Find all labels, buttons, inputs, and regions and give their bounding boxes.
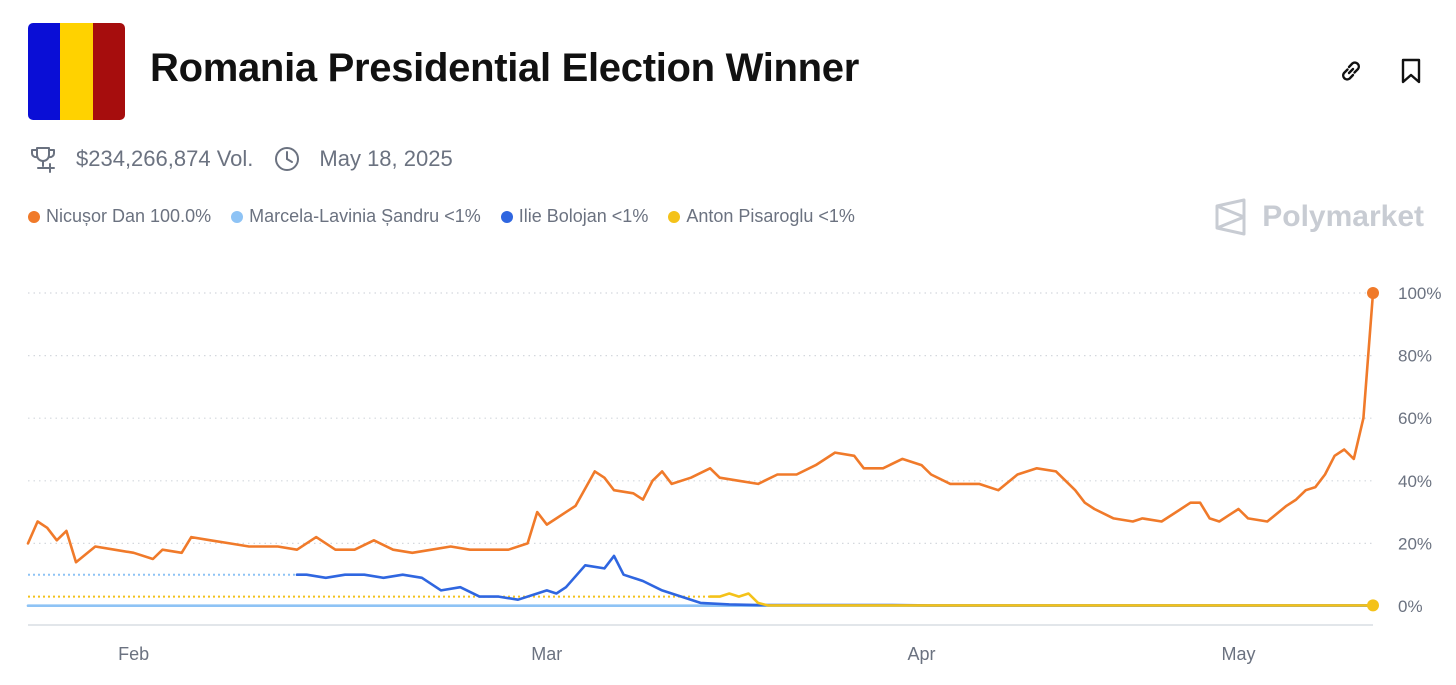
series-line-nicușor <box>26 291 1375 564</box>
x-tick-label: Apr <box>907 644 935 664</box>
series-lines <box>26 291 1375 607</box>
end-marker-anton <box>1367 599 1379 612</box>
brand-name: Polymarket <box>1262 200 1424 233</box>
legend-label: Nicușor Dan 100.0% <box>46 206 212 226</box>
legend-item: Anton Pisaroglu <1% <box>668 206 855 227</box>
volume-text: $234,266,874 Vol. <box>76 146 254 171</box>
legend-item: Marcela-Lavinia Șandru <1% <box>231 206 481 227</box>
date-meta: May 18, 2025 <box>273 145 453 173</box>
end-marker-nicușor <box>1367 287 1379 299</box>
end-markers <box>1367 287 1379 612</box>
y-tick-label: 0% <box>1398 597 1423 616</box>
page-title: Romania Presidential Election Winner <box>150 46 860 90</box>
flag-stripe-red <box>92 23 125 120</box>
x-tick-label: Feb <box>118 644 149 664</box>
legend-label: Marcela-Lavinia Șandru <1% <box>249 206 481 226</box>
end-date-text: May 18, 2025 <box>319 146 453 171</box>
legend-item: Nicușor Dan 100.0% <box>28 206 211 227</box>
x-tick-label: May <box>1221 644 1255 664</box>
legend-label: Ilie Bolojan <1% <box>518 206 649 226</box>
series-line-ilie <box>295 554 1375 607</box>
y-tick-label: 100% <box>1398 284 1441 303</box>
x-tick-label: Mar <box>531 644 562 664</box>
bookmark-icon[interactable] <box>1396 56 1426 86</box>
polymarket-logo-icon <box>1214 198 1262 236</box>
y-tick-label: 40% <box>1398 472 1432 491</box>
romania-flag-icon <box>28 23 125 120</box>
x-axis-ticks: Feb Mar Apr May <box>118 644 1255 664</box>
y-tick-label: 80% <box>1398 347 1432 366</box>
volume-meta: $234,266,874 Vol. <box>28 144 253 174</box>
clock-icon <box>273 145 319 173</box>
y-tick-label: 20% <box>1398 534 1432 553</box>
legend-item: Ilie Bolojan <1% <box>500 206 649 227</box>
legend-dot <box>231 210 244 223</box>
header-actions <box>1336 56 1426 86</box>
y-axis-ticks: 0% 20% 40% 60% 80% 100% <box>1398 284 1441 616</box>
chart-grid <box>28 292 1373 545</box>
legend-dot <box>28 210 40 223</box>
link-icon[interactable] <box>1336 56 1366 86</box>
baseline-segments <box>28 573 768 607</box>
market-meta: $234,266,874 Vol. May 18, 2025 <box>28 144 453 174</box>
trophy-icon <box>28 144 76 174</box>
series-line-anton <box>708 592 1375 607</box>
legend-dot <box>500 210 513 223</box>
legend-dot <box>668 210 681 223</box>
flag-stripe-yellow <box>60 23 93 120</box>
flag-stripe-blue <box>28 23 61 120</box>
chart-legend: Nicușor Dan 100.0% Marcela-Lavinia Șandr… <box>28 206 875 227</box>
y-tick-label: 60% <box>1398 409 1432 428</box>
polymarket-watermark: Polymarket <box>1214 198 1424 236</box>
legend-label: Anton Pisaroglu <1% <box>686 206 855 226</box>
